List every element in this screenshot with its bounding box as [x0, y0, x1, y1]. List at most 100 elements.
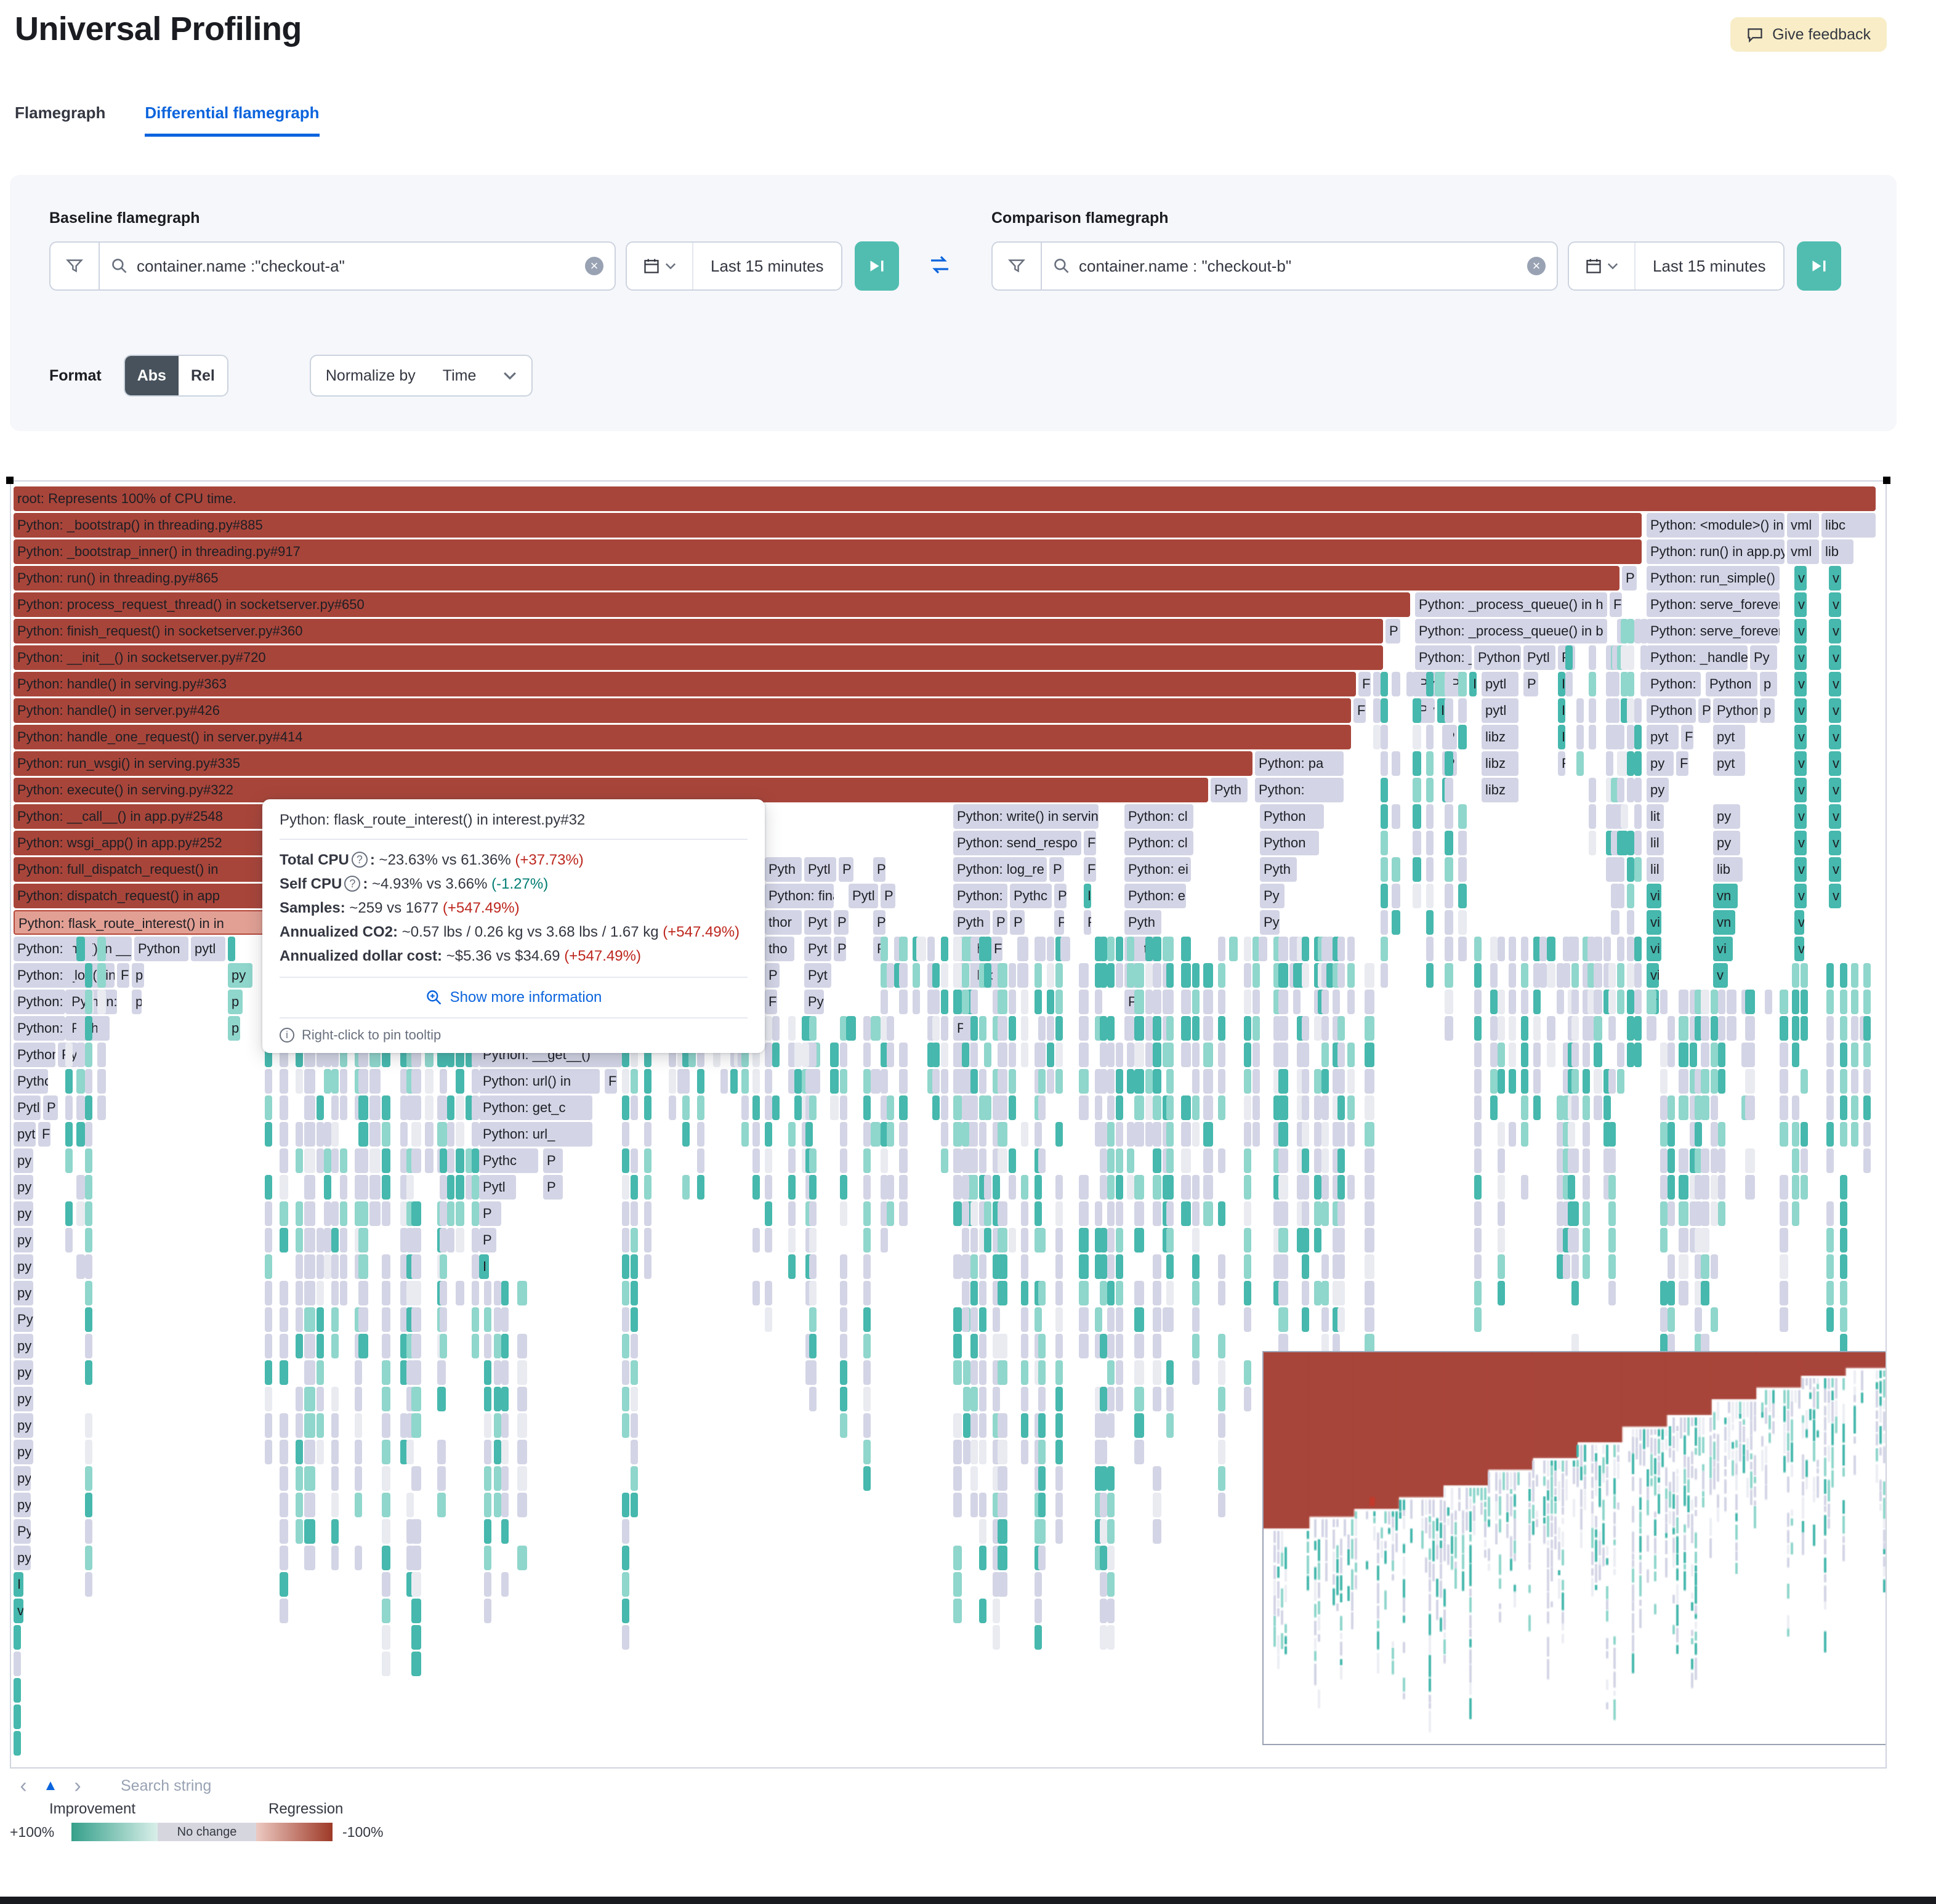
flame-frame[interactable] — [280, 1572, 288, 1597]
flame-frame[interactable]: v — [1829, 645, 1841, 670]
flame-frame[interactable] — [1229, 937, 1238, 961]
flame-frame[interactable] — [998, 1546, 1007, 1570]
flame-frame[interactable] — [1634, 1043, 1642, 1067]
flame-frame[interactable] — [1134, 990, 1144, 1014]
flame-frame[interactable] — [953, 1334, 962, 1358]
flame-frame[interactable] — [1474, 1095, 1482, 1120]
flame-frame[interactable] — [97, 990, 106, 1014]
flame-frame[interactable] — [1373, 725, 1381, 749]
flame-frame[interactable] — [1244, 1281, 1251, 1305]
flame-frame[interactable] — [1337, 1148, 1345, 1173]
flame-frame[interactable] — [1498, 1201, 1505, 1226]
flame-frame[interactable] — [1801, 963, 1808, 988]
flame-frame[interactable] — [265, 1334, 272, 1358]
flame-frame[interactable] — [501, 1493, 509, 1517]
flame-frame[interactable] — [494, 1334, 501, 1358]
flame-frame[interactable] — [1780, 990, 1788, 1014]
flame-frame[interactable] — [1252, 937, 1260, 961]
flame-frame[interactable]: root: Represents 100% of CPU time. — [14, 486, 1876, 511]
flame-frame[interactable] — [1660, 1175, 1668, 1200]
flame-frame[interactable] — [85, 1228, 92, 1253]
flame-frame[interactable] — [265, 1095, 272, 1120]
flame-frame[interactable] — [1166, 1122, 1174, 1147]
flame-frame[interactable] — [1445, 672, 1453, 696]
flame-frame[interactable] — [517, 1440, 527, 1464]
flame-frame[interactable] — [1153, 1095, 1161, 1120]
flame-frame[interactable] — [1153, 1016, 1161, 1041]
flame-frame[interactable] — [1533, 937, 1541, 961]
flame-frame[interactable] — [76, 1254, 85, 1279]
flame-frame[interactable] — [1826, 963, 1834, 988]
flame-frame[interactable] — [1181, 963, 1191, 988]
baseline-search-box[interactable]: × — [99, 241, 616, 291]
flame-frame[interactable] — [1634, 990, 1642, 1014]
flame-frame[interactable] — [400, 1095, 408, 1120]
flame-frame[interactable] — [887, 1095, 894, 1120]
flame-frame[interactable] — [1055, 1307, 1063, 1332]
flame-frame[interactable] — [1634, 778, 1642, 802]
flame-frame[interactable] — [1181, 1175, 1191, 1200]
flame-frame[interactable] — [317, 1281, 324, 1305]
flame-frame[interactable] — [1347, 963, 1355, 988]
flame-frame[interactable]: py — [14, 1546, 31, 1570]
flame-frame[interactable] — [622, 1148, 629, 1173]
flame-frame[interactable] — [1278, 1069, 1288, 1094]
flame-frame[interactable] — [941, 937, 948, 961]
flame-frame[interactable]: I — [1469, 672, 1477, 696]
flame-frame[interactable] — [765, 1043, 772, 1067]
flame-frame[interactable] — [887, 1043, 894, 1067]
flame-frame[interactable] — [280, 1175, 288, 1200]
flame-frame[interactable] — [1587, 990, 1595, 1014]
flame-frame[interactable] — [324, 1201, 331, 1226]
flame-frame[interactable] — [1458, 910, 1467, 935]
flame-frame[interactable] — [472, 1148, 479, 1173]
flame-frame[interactable] — [1153, 1281, 1161, 1305]
flame-frame[interactable] — [1695, 1228, 1702, 1253]
flame-frame[interactable] — [304, 1466, 315, 1491]
flame-frame[interactable] — [1509, 1016, 1516, 1041]
flame-frame[interactable]: Python: — [953, 884, 1007, 908]
flame-frame[interactable] — [1571, 1201, 1579, 1226]
comparison-query-input[interactable] — [1079, 256, 1519, 276]
clear-icon[interactable]: × — [585, 257, 603, 275]
flame-frame[interactable] — [1100, 1413, 1107, 1438]
flame-frame[interactable] — [1627, 910, 1634, 935]
flame-frame[interactable] — [913, 990, 920, 1014]
flame-frame[interactable] — [1576, 698, 1584, 723]
flame-frame[interactable] — [1509, 1122, 1516, 1147]
flame-frame[interactable] — [622, 1175, 629, 1200]
comparison-time-range[interactable]: Last 15 minutes — [1636, 243, 1783, 289]
flame-frame[interactable] — [1107, 1360, 1115, 1385]
flame-frame[interactable]: F — [765, 990, 777, 1014]
flame-frame[interactable] — [1079, 1228, 1089, 1253]
flame-frame[interactable] — [1321, 1201, 1329, 1226]
flame-frame[interactable] — [447, 1201, 454, 1226]
flame-frame[interactable] — [899, 1175, 908, 1200]
flame-frame[interactable] — [1521, 1122, 1528, 1147]
flame-frame[interactable] — [1792, 1148, 1799, 1173]
flame-frame[interactable]: py — [1713, 831, 1740, 855]
flame-frame[interactable] — [809, 1201, 817, 1226]
previous-match-button[interactable]: ‹ — [20, 1774, 27, 1797]
baseline-calendar-button[interactable] — [627, 243, 693, 289]
flame-frame[interactable] — [1116, 1360, 1123, 1385]
flame-frame[interactable] — [1634, 804, 1642, 829]
flame-frame[interactable] — [1181, 1043, 1191, 1067]
flame-frame[interactable] — [1445, 990, 1453, 1014]
flame-frame[interactable] — [809, 1307, 817, 1332]
flame-frame[interactable] — [1474, 963, 1482, 988]
flame-frame[interactable] — [963, 1360, 970, 1385]
flame-frame[interactable] — [1711, 1148, 1718, 1173]
flame-frame[interactable] — [1100, 1493, 1107, 1517]
flame-frame[interactable] — [1244, 1148, 1251, 1173]
flame-frame[interactable] — [1840, 1016, 1847, 1041]
flame-frame[interactable] — [1840, 1228, 1847, 1253]
flame-frame[interactable] — [1009, 1095, 1016, 1120]
flame-frame[interactable] — [1840, 1254, 1847, 1279]
flame-frame[interactable] — [1218, 963, 1225, 988]
flame-frame[interactable] — [970, 1254, 978, 1279]
flame-frame[interactable] — [979, 1599, 986, 1623]
flame-frame[interactable]: P — [1385, 619, 1400, 643]
flame-frame[interactable]: F — [1676, 751, 1688, 776]
flame-frame[interactable] — [1100, 1016, 1107, 1041]
